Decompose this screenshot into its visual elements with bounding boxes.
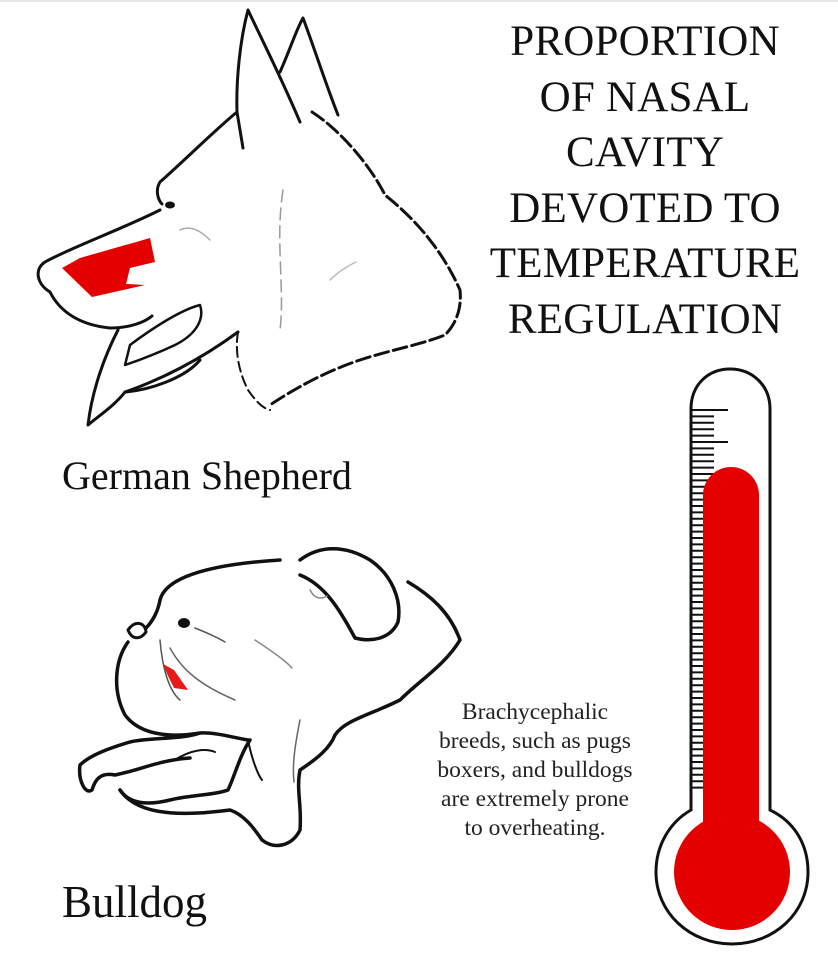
top-divider xyxy=(0,0,838,2)
bulldog-nasal-region xyxy=(163,664,188,690)
thermometer-fill xyxy=(703,467,759,860)
title-line: PROPORTION xyxy=(510,18,780,65)
german-shepherd-head-icon xyxy=(36,8,462,427)
note-line: boxers, and bulldogs xyxy=(437,757,633,783)
title-line: OF NASAL xyxy=(539,73,751,121)
title-line: REGULATION xyxy=(507,295,783,343)
german-shepherd-label: German Shepherd xyxy=(62,453,352,498)
page-title: PROPORTION OF NASAL CAVITY DEVOTED TO TE… xyxy=(465,14,825,347)
note-line: breeds, such as pugs xyxy=(439,728,631,754)
thermometer-icon xyxy=(654,367,810,946)
bulldog-head-icon xyxy=(77,547,462,848)
title-line: TEMPERATURE xyxy=(489,240,801,287)
title-line: CAVITY xyxy=(565,129,725,176)
bulldog-label: Bulldog xyxy=(62,877,208,927)
shepherd-nasal-region xyxy=(62,238,155,297)
overheating-note: Brachycephalic breeds, such as pugs boxe… xyxy=(395,698,675,843)
note-line: Brachycephalic xyxy=(461,699,609,725)
title-line: DEVOTED TO xyxy=(509,184,781,232)
thermometer-bulb xyxy=(674,814,790,930)
note-line: are extremely prone xyxy=(441,786,629,812)
note-line: to overheating. xyxy=(464,815,606,841)
